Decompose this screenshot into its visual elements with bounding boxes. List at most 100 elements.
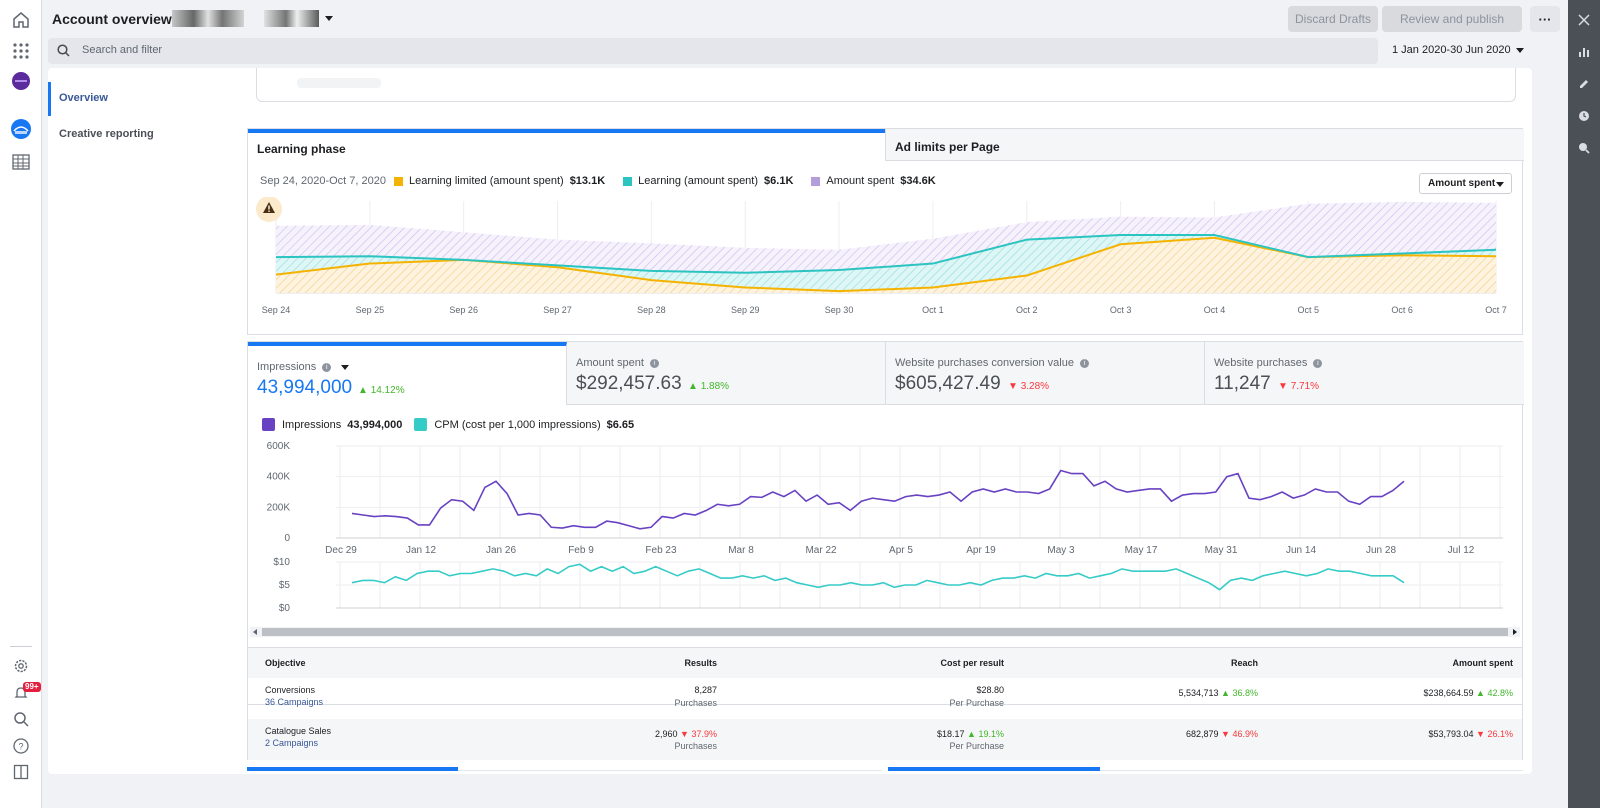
column-header[interactable]: Cost per result xyxy=(940,658,1004,668)
impressions-line xyxy=(351,469,1405,530)
account-id-redacted xyxy=(264,10,319,27)
metric-tab-impressions[interactable]: Impressions i 43,994,000 ▲ 14.12% xyxy=(248,342,567,405)
y-tick-label: 400K xyxy=(267,472,291,483)
metrics-card: Impressions i 43,994,000 ▲ 14.12% Amount … xyxy=(247,341,1524,705)
top-bar: Account overview Discard Drafts Review a… xyxy=(42,0,1568,38)
chart-scrollbar[interactable] xyxy=(250,627,1520,637)
x-tick-label: May 31 xyxy=(1205,545,1238,556)
reach-value: 5,534,713 xyxy=(1178,688,1219,698)
close-icon[interactable] xyxy=(1576,12,1592,28)
metric-change-value: 3.28% xyxy=(1020,381,1050,392)
tab-learning-phase[interactable]: Learning phase xyxy=(248,129,885,161)
info-icon[interactable]: i xyxy=(1079,358,1089,368)
learning-phase-card: Learning phase Ad limits per Page Sep 24… xyxy=(247,128,1524,335)
search-icon[interactable] xyxy=(10,708,32,730)
table-row[interactable]: Catalogue Sales 2 Campaigns 2,960 ▼ 37.9… xyxy=(248,719,1522,760)
legend-value: $34.6K xyxy=(900,175,936,187)
history-icon[interactable] xyxy=(1576,108,1592,124)
reach-value: 682,879 xyxy=(1185,729,1219,739)
info-icon[interactable]: i xyxy=(649,358,659,368)
metric-change-up: ▲ 1.88% xyxy=(688,381,730,392)
notification-badge: 99+ xyxy=(23,682,41,692)
reach-change-up: ▲ 36.8% xyxy=(1221,688,1258,698)
scroll-left-icon[interactable] xyxy=(252,629,258,635)
scrollbar-thumb[interactable] xyxy=(262,628,1508,636)
chevron-down-icon[interactable] xyxy=(341,364,350,370)
search-input[interactable]: Search and filter xyxy=(82,44,163,56)
reach-cell: 5,534,713 ▲ 36.8% xyxy=(1128,688,1258,698)
spent-cell: $53,793.04 ▼ 26.1% xyxy=(1368,729,1513,739)
cpm-y-tick-label: $5 xyxy=(279,580,291,591)
date-range-picker[interactable]: 1 Jan 2020-30 Jun 2020 xyxy=(1392,44,1511,56)
x-tick-label: Sep 28 xyxy=(637,305,666,315)
notifications-icon[interactable]: 99+ xyxy=(10,682,41,704)
cpm-swatch xyxy=(414,418,428,431)
learning-phase-chart: Sep 24 Sep 25 Sep 26 Sep 27 Sep 28 Sep 29 Sep … xyxy=(256,197,1507,315)
search-zoom-icon[interactable] xyxy=(1576,140,1592,156)
reach-change-value: 36.8% xyxy=(1232,688,1258,698)
metric-label: Website purchases xyxy=(1214,357,1308,369)
info-icon[interactable]: i xyxy=(322,362,332,372)
metric-tab-website-purchases[interactable]: Website purchases i 11,247 ▼ 7.71% xyxy=(1205,342,1524,405)
account-chevron-down-icon[interactable] xyxy=(325,16,333,21)
learning-limited-swatch xyxy=(393,176,403,186)
cost-unit: Per Purchase xyxy=(949,698,1004,708)
objective-name: Catalogue Sales xyxy=(265,726,332,736)
metric-change-up: ▲ 14.12% xyxy=(358,385,405,396)
column-header[interactable]: Reach xyxy=(1230,658,1258,668)
scroll-right-icon[interactable] xyxy=(1512,629,1518,635)
legend-label: Learning (amount spent) xyxy=(638,175,759,187)
tab-ad-limits-per-page[interactable]: Ad limits per Page xyxy=(885,129,1524,161)
x-tick-label: Jul 12 xyxy=(1448,545,1475,556)
results-change-down: ▼ 37.9% xyxy=(680,729,717,739)
table-header: Objective Results Cost per result Reach … xyxy=(248,648,1522,678)
chart-icon[interactable] xyxy=(1576,44,1592,60)
more-options-button[interactable]: ··· xyxy=(1530,6,1560,32)
apps-grid-icon[interactable] xyxy=(10,40,32,62)
discard-drafts-button[interactable]: Discard Drafts xyxy=(1288,6,1378,32)
ads-manager-icon[interactable] xyxy=(10,118,32,140)
spent-change-down: ▼ 26.1% xyxy=(1476,729,1513,739)
cost-change-up: ▲ 19.1% xyxy=(967,729,1004,739)
spent-value: $238,664.59 xyxy=(1423,688,1474,698)
campaigns-link[interactable]: 36 Campaigns xyxy=(265,697,324,707)
campaigns-link[interactable]: 2 Campaigns xyxy=(265,738,319,748)
review-publish-button[interactable]: Review and publish xyxy=(1382,6,1522,32)
home-icon[interactable] xyxy=(10,9,32,31)
column-header[interactable]: Amount spent xyxy=(1452,658,1514,668)
table-icon[interactable] xyxy=(10,151,32,173)
metric-tab-website-purchases-conversion-value[interactable]: Website purchases conversion value i $605… xyxy=(886,342,1205,405)
chevron-down-icon xyxy=(1496,182,1504,187)
settings-icon[interactable] xyxy=(10,655,32,677)
column-header[interactable]: Results xyxy=(684,658,717,668)
x-tick-label: Mar 8 xyxy=(728,545,754,556)
panel-toggle-icon[interactable] xyxy=(10,761,32,783)
results-value: 2,960 xyxy=(655,729,678,739)
edit-icon[interactable] xyxy=(1576,76,1592,92)
results-cell: 2,960 ▼ 37.9% xyxy=(608,729,717,739)
help-icon[interactable]: ? xyxy=(10,735,32,757)
metric-dropdown[interactable]: Amount spent xyxy=(1419,173,1512,194)
x-tick-label: Sep 24 xyxy=(262,305,291,315)
column-header[interactable]: Objective xyxy=(265,658,306,668)
legend-label: CPM (cost per 1,000 impressions) xyxy=(434,418,601,431)
search-icon xyxy=(57,44,70,57)
info-icon[interactable]: i xyxy=(1313,358,1323,368)
results-unit: Purchases xyxy=(674,698,717,708)
objective-name: Conversions xyxy=(265,685,316,695)
cost-cell: $18.17 ▲ 19.1% xyxy=(878,729,1004,739)
metric-change-down: ▼ 7.71% xyxy=(1278,381,1320,392)
date-range-chevron-down-icon[interactable] xyxy=(1516,48,1524,53)
search-filter-bar[interactable]: Search and filter xyxy=(48,38,1378,64)
warning-icon[interactable] xyxy=(263,202,275,213)
account-avatar-icon[interactable] xyxy=(10,70,32,92)
next-card-tab-indicator xyxy=(247,767,458,771)
reach-cell: 682,879 ▼ 46.9% xyxy=(1128,729,1258,739)
sidebar-item-overview[interactable]: Overview xyxy=(48,82,242,116)
metric-label: Website purchases conversion value xyxy=(895,357,1074,369)
table-row[interactable]: Conversions 36 Campaigns 8,287 Purchases… xyxy=(248,678,1522,719)
reach-change-value: 46.9% xyxy=(1232,729,1258,739)
spent-cell: $238,664.59 ▲ 42.8% xyxy=(1368,688,1513,698)
sidebar-item-creative-reporting[interactable]: Creative reporting xyxy=(59,128,154,140)
metric-tab-amount-spent[interactable]: Amount spent i $292,457.63 ▲ 1.88% xyxy=(567,342,886,405)
